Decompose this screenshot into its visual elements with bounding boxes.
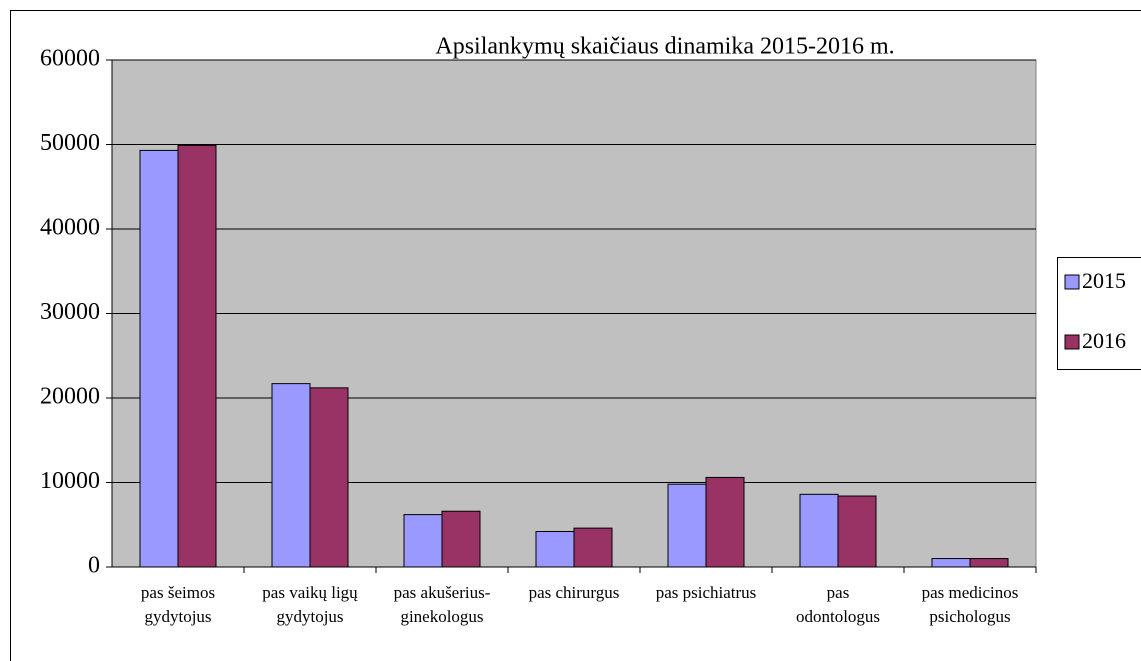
bar: [441, 510, 481, 568]
x-tick-label: pas: [827, 583, 850, 602]
bar: [667, 483, 707, 568]
y-tick-label: 50000: [40, 130, 100, 156]
bar: [705, 476, 745, 568]
bar: [309, 387, 349, 568]
legend-swatch: [1064, 274, 1080, 290]
x-tick-label: pas chirurgus: [529, 583, 620, 602]
bar: [573, 527, 613, 568]
y-tick-label: 10000: [40, 468, 100, 494]
x-tick-label: odontologus: [796, 607, 880, 626]
bar: [837, 495, 877, 568]
x-tick-label: pas vaikų ligų: [262, 583, 358, 602]
x-tick-label: pas psichiatrus: [656, 583, 757, 602]
x-tick-label: pas medicinos: [922, 583, 1019, 602]
bar: [139, 149, 179, 568]
x-tick-label: gydytojus: [144, 607, 211, 626]
y-tick-label: 0: [88, 553, 100, 579]
bar: [799, 493, 839, 568]
bar: [931, 558, 971, 568]
chart-title: Apsilankymų skaičiaus dinamika 2015-2016…: [435, 34, 894, 60]
bar: [177, 144, 217, 568]
bar: [535, 531, 575, 568]
x-tick-label: ginekologus: [400, 607, 483, 626]
y-tick-label: 20000: [40, 384, 100, 410]
y-tick-label: 40000: [40, 215, 100, 241]
y-tick-label: 30000: [40, 299, 100, 325]
bar: [403, 514, 443, 568]
x-tick-label: gydytojus: [276, 607, 343, 626]
legend-swatch: [1064, 334, 1080, 350]
x-tick-label: psichologus: [929, 607, 1010, 626]
y-tick-label: 60000: [40, 46, 100, 72]
x-tick-label: pas šeimos: [141, 583, 215, 602]
bar: [271, 383, 311, 568]
legend-label: 2015: [1082, 268, 1126, 293]
x-tick-label: pas akušerius-: [394, 583, 491, 602]
legend-label: 2016: [1082, 328, 1126, 353]
bar: [969, 558, 1009, 568]
